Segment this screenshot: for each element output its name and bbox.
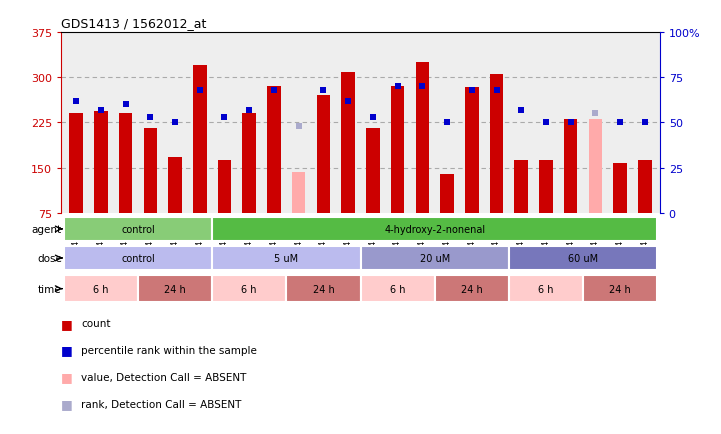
Text: 6 h: 6 h <box>390 284 405 294</box>
Bar <box>218 161 231 214</box>
Text: 6 h: 6 h <box>242 284 257 294</box>
Bar <box>168 158 182 214</box>
Text: 60 uM: 60 uM <box>568 253 598 263</box>
Text: ■: ■ <box>61 344 73 357</box>
Bar <box>465 88 479 214</box>
Bar <box>138 276 212 302</box>
Bar <box>360 247 509 270</box>
Bar <box>286 276 360 302</box>
Bar <box>267 87 280 214</box>
Bar <box>360 276 435 302</box>
Bar <box>341 73 355 214</box>
Text: 5 uM: 5 uM <box>274 253 298 263</box>
Bar <box>94 112 107 214</box>
Text: 24 h: 24 h <box>609 284 631 294</box>
Text: percentile rank within the sample: percentile rank within the sample <box>81 345 257 355</box>
Bar <box>583 276 658 302</box>
Text: rank, Detection Call = ABSENT: rank, Detection Call = ABSENT <box>81 399 242 409</box>
Bar <box>435 276 509 302</box>
Text: ■: ■ <box>61 398 73 411</box>
Bar <box>539 161 553 214</box>
Bar <box>212 247 360 270</box>
Text: value, Detection Call = ABSENT: value, Detection Call = ABSENT <box>81 372 247 382</box>
Bar <box>69 114 83 214</box>
Bar <box>119 114 133 214</box>
Bar <box>638 161 652 214</box>
Bar <box>143 129 157 214</box>
Bar <box>515 161 528 214</box>
Bar <box>509 276 583 302</box>
Bar <box>564 120 578 214</box>
Text: ■: ■ <box>61 371 73 384</box>
Bar <box>242 114 256 214</box>
Bar <box>366 129 380 214</box>
Bar <box>490 75 503 214</box>
Text: control: control <box>121 253 155 263</box>
Text: 4-hydroxy-2-nonenal: 4-hydroxy-2-nonenal <box>384 224 485 234</box>
Text: 6 h: 6 h <box>93 284 109 294</box>
Bar <box>292 173 306 214</box>
Bar <box>588 120 602 214</box>
Bar <box>193 66 206 214</box>
Text: 24 h: 24 h <box>461 284 482 294</box>
Bar <box>63 217 212 241</box>
Bar <box>63 247 212 270</box>
Bar <box>63 276 138 302</box>
Text: 24 h: 24 h <box>312 284 335 294</box>
Bar <box>415 63 429 214</box>
Bar <box>212 217 658 241</box>
Bar <box>441 174 454 214</box>
Bar <box>614 164 627 214</box>
Bar <box>509 247 658 270</box>
Text: ■: ■ <box>61 317 73 330</box>
Text: GDS1413 / 1562012_at: GDS1413 / 1562012_at <box>61 17 207 30</box>
Text: 24 h: 24 h <box>164 284 186 294</box>
Bar <box>391 87 404 214</box>
Bar <box>317 96 330 214</box>
Text: count: count <box>81 319 111 328</box>
Text: 6 h: 6 h <box>538 284 554 294</box>
Text: 20 uM: 20 uM <box>420 253 450 263</box>
Text: agent: agent <box>32 224 62 234</box>
Text: time: time <box>38 284 62 294</box>
Bar <box>212 276 286 302</box>
Text: dose: dose <box>37 253 62 263</box>
Text: control: control <box>121 224 155 234</box>
